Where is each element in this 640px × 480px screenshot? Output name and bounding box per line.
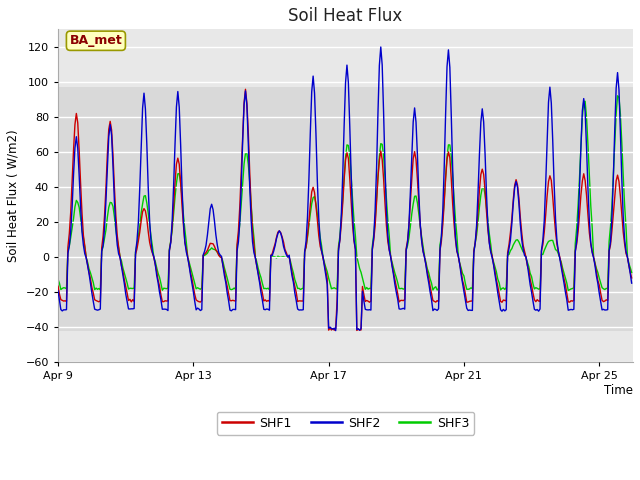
SHF3 xyxy=(474,219,482,225)
SHF1 xyxy=(242,86,250,92)
Text: BA_met: BA_met xyxy=(70,34,122,47)
Line: SHF3: SHF3 xyxy=(58,96,632,290)
SHF3 xyxy=(372,196,380,202)
Bar xyxy=(58,87,633,331)
SHF1 xyxy=(247,203,255,208)
Line: SHF1: SHF1 xyxy=(58,89,632,330)
SHF3 xyxy=(614,93,621,99)
Y-axis label: Soil Heat Flux ( W/m2): Soil Heat Flux ( W/m2) xyxy=(7,130,20,262)
SHF3 xyxy=(226,287,234,292)
SHF2 xyxy=(54,288,62,294)
SHF1 xyxy=(54,283,62,289)
SHF3 xyxy=(572,241,579,247)
SHF2 xyxy=(246,183,253,189)
SHF2 xyxy=(477,120,484,125)
SHF2 xyxy=(374,110,382,116)
SHF2 xyxy=(460,289,468,295)
SHF1 xyxy=(226,298,234,303)
SHF2 xyxy=(332,328,339,334)
SHF3 xyxy=(628,270,636,276)
Title: Soil Heat Flux: Soil Heat Flux xyxy=(289,7,403,25)
SHF2 xyxy=(573,238,580,244)
SHF3 xyxy=(564,288,572,293)
SHF1 xyxy=(460,283,468,288)
SHF2 xyxy=(628,280,636,286)
SHF1 xyxy=(628,275,636,281)
X-axis label: Time: Time xyxy=(604,384,633,397)
SHF1 xyxy=(376,157,383,163)
Legend: SHF1, SHF2, SHF3: SHF1, SHF2, SHF3 xyxy=(217,412,474,435)
SHF1 xyxy=(573,241,580,247)
SHF3 xyxy=(457,265,465,271)
SHF3 xyxy=(246,179,253,185)
SHF2 xyxy=(377,44,385,50)
Line: SHF2: SHF2 xyxy=(58,47,632,331)
SHF1 xyxy=(477,172,484,178)
SHF1 xyxy=(353,327,361,333)
SHF2 xyxy=(226,307,234,313)
SHF3 xyxy=(54,276,62,282)
